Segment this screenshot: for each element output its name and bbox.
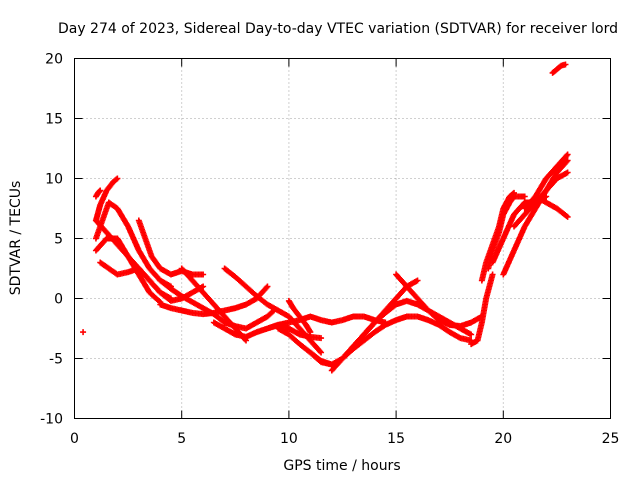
y-tick-label: 15	[45, 112, 63, 128]
data-point	[80, 329, 87, 336]
data-point	[264, 283, 271, 290]
data-point	[521, 193, 528, 200]
data-point	[414, 277, 421, 284]
series-arc-28	[521, 151, 571, 212]
x-tick-label: 15	[387, 431, 405, 447]
x-tick-label: 10	[280, 431, 298, 447]
data-series	[80, 61, 571, 374]
series-arc-3	[92, 217, 174, 302]
data-point	[564, 151, 571, 158]
data-point	[382, 319, 389, 326]
x-tick-label: 0	[70, 431, 79, 447]
data-point	[563, 152, 570, 159]
series-arc-12	[221, 265, 325, 356]
data-point	[317, 348, 324, 355]
chart-title: Day 274 of 2023, Sidereal Day-to-day VTE…	[58, 21, 618, 37]
y-tick-label: 10	[45, 172, 63, 188]
x-tick-label: 5	[177, 431, 186, 447]
y-axis-label: SDTVAR / TECUs	[8, 181, 24, 296]
series-arc-2	[92, 199, 174, 290]
plot-frame	[74, 58, 611, 419]
data-point	[489, 271, 496, 278]
data-point	[263, 284, 270, 291]
series-arc-10	[178, 265, 250, 344]
data-point	[318, 335, 325, 342]
data-point	[200, 271, 207, 278]
data-point	[562, 61, 569, 68]
series-outlier	[80, 329, 87, 336]
grid-lines	[74, 58, 611, 419]
series-arc-15	[285, 297, 314, 336]
series-arc-20	[393, 271, 485, 330]
series-arc-18	[339, 313, 475, 362]
data-point	[563, 212, 570, 219]
y-tick-label: -10	[40, 412, 63, 428]
series-arc-7	[135, 217, 207, 278]
x-axis-label: GPS time / hours	[283, 458, 400, 474]
y-tick-label: 20	[45, 52, 63, 68]
data-point	[307, 329, 314, 336]
data-point	[564, 169, 571, 176]
data-point	[114, 175, 121, 182]
y-tick-labels: -10 -5 0 5 10 15 20	[40, 52, 63, 428]
data-point	[564, 213, 571, 220]
data-point	[318, 349, 325, 356]
series-arc-21	[468, 271, 496, 348]
x-tick-labels: 0 5 10 15 20 25	[70, 431, 619, 447]
data-point	[113, 176, 120, 183]
data-point	[156, 298, 163, 305]
series-arc-29	[549, 61, 569, 76]
y-tick-label: 5	[54, 232, 63, 248]
y-tick-label: -5	[49, 352, 63, 368]
series-arc-6	[92, 187, 104, 200]
x-tick-label: 20	[494, 431, 512, 447]
data-point	[468, 331, 475, 338]
y-tick-label: 0	[54, 292, 63, 308]
series-arc-23	[485, 193, 528, 272]
data-point	[97, 187, 104, 194]
series-arc-19	[328, 313, 389, 326]
x-tick-label: 25	[602, 431, 620, 447]
